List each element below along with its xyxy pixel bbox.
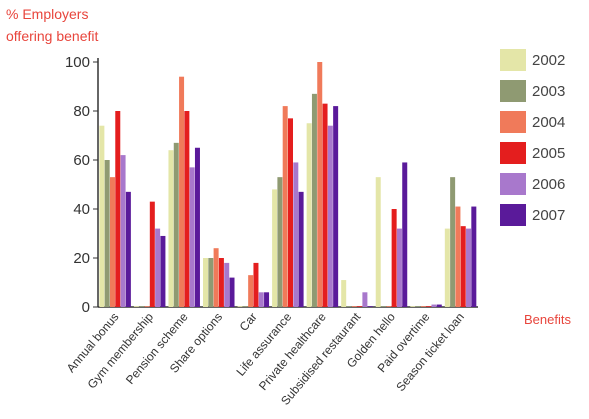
bar-2002 bbox=[410, 306, 416, 307]
bar-2004 bbox=[455, 206, 461, 307]
bar-2005 bbox=[357, 306, 363, 307]
bar-2006 bbox=[224, 262, 230, 307]
legend-item-2007: 2007 bbox=[500, 202, 565, 228]
bar-2002 bbox=[203, 258, 209, 307]
legend-swatch bbox=[500, 80, 526, 102]
y-tick-label: 40 bbox=[73, 201, 90, 218]
bar-2007 bbox=[471, 206, 477, 307]
bar-2003 bbox=[242, 306, 248, 307]
bar-2006 bbox=[258, 292, 264, 307]
bar-2004 bbox=[282, 106, 288, 307]
bar-2004 bbox=[317, 62, 323, 307]
x-axis-label: Benefits bbox=[524, 312, 571, 327]
legend-item-2006: 2006 bbox=[500, 171, 565, 197]
legend-label: 2007 bbox=[532, 206, 566, 224]
bar-2006 bbox=[396, 228, 402, 307]
bar-2003 bbox=[381, 306, 387, 307]
bar-2005 bbox=[218, 258, 224, 307]
legend-swatch bbox=[500, 49, 526, 71]
legend-swatch bbox=[500, 142, 526, 164]
bar-2002 bbox=[341, 280, 347, 307]
bar-2004 bbox=[179, 76, 185, 307]
bar-2004 bbox=[351, 306, 357, 307]
bar-2002 bbox=[375, 177, 381, 307]
y-tick-label: 100 bbox=[65, 54, 90, 71]
bar-2007 bbox=[194, 147, 200, 307]
bar-2006 bbox=[327, 125, 333, 307]
bar-2005 bbox=[149, 201, 155, 307]
legend-item-2003: 2003 bbox=[500, 78, 565, 104]
bar-2007 bbox=[298, 191, 304, 307]
legend-label: 2002 bbox=[532, 51, 566, 69]
bar-2005 bbox=[253, 262, 259, 307]
bar-2007 bbox=[333, 106, 339, 307]
legend-swatch bbox=[500, 111, 526, 133]
bar-2006 bbox=[293, 162, 299, 307]
bar-2006 bbox=[189, 167, 195, 307]
bar-2006 bbox=[431, 304, 437, 307]
legend-label: 2006 bbox=[532, 175, 566, 193]
legend-label: 2003 bbox=[532, 82, 566, 100]
bar-2003 bbox=[311, 93, 317, 307]
x-tick-label: Pension scheme bbox=[123, 310, 191, 387]
bar-2007 bbox=[264, 292, 270, 307]
bar-2007 bbox=[160, 235, 166, 307]
legend-item-2002: 2002 bbox=[500, 47, 565, 73]
y-tick-label: 0 bbox=[82, 299, 90, 316]
bar-2004 bbox=[109, 177, 115, 307]
legend-item-2005: 2005 bbox=[500, 140, 565, 166]
bar-2004 bbox=[248, 275, 254, 307]
bar-2006 bbox=[155, 228, 161, 307]
bar-2007 bbox=[367, 306, 373, 307]
bar-2003 bbox=[415, 306, 421, 307]
bar-2002 bbox=[99, 125, 105, 307]
bar-2005 bbox=[115, 111, 121, 307]
bar-2002 bbox=[133, 306, 139, 307]
bar-2003 bbox=[139, 306, 145, 307]
bar-2005 bbox=[460, 226, 466, 307]
bar-2005 bbox=[426, 306, 432, 307]
legend-swatch bbox=[500, 204, 526, 226]
legend-swatch bbox=[500, 173, 526, 195]
bar-2005 bbox=[184, 111, 190, 307]
bar-2003 bbox=[208, 258, 214, 307]
bar-2002 bbox=[272, 189, 278, 307]
bar-2002 bbox=[444, 228, 450, 307]
bar-2007 bbox=[436, 304, 442, 307]
bar-2002 bbox=[237, 306, 243, 307]
bar-2006 bbox=[466, 228, 472, 307]
bar-2003 bbox=[450, 177, 456, 307]
legend-label: 2005 bbox=[532, 144, 566, 162]
bar-2005 bbox=[322, 103, 328, 308]
y-axis-label-line-2: offering benefit bbox=[6, 28, 99, 44]
bar-2004 bbox=[213, 248, 219, 307]
legend-item-2004: 2004 bbox=[500, 109, 565, 135]
bar-2003 bbox=[104, 160, 110, 307]
bar-2004 bbox=[144, 306, 150, 307]
bar-2005 bbox=[391, 209, 397, 307]
bar-2003 bbox=[277, 177, 283, 307]
bar-2003 bbox=[346, 306, 352, 307]
bar-2004 bbox=[386, 306, 392, 307]
y-tick-label: 80 bbox=[73, 103, 90, 120]
bar-2005 bbox=[288, 118, 293, 307]
bar-2004 bbox=[420, 306, 426, 307]
bar-2007 bbox=[125, 191, 131, 307]
bar-2007 bbox=[229, 277, 235, 307]
bar-2002 bbox=[306, 123, 312, 307]
y-tick-label: 20 bbox=[73, 250, 90, 267]
bar-2003 bbox=[173, 142, 179, 307]
legend-label: 2004 bbox=[532, 113, 566, 131]
x-tick-label: Car bbox=[237, 310, 260, 334]
y-axis-label-line-1: % Employers bbox=[6, 6, 89, 22]
y-tick-label: 60 bbox=[73, 152, 90, 169]
bar-2007 bbox=[402, 162, 408, 307]
bar-2006 bbox=[120, 155, 126, 307]
bar-2002 bbox=[168, 150, 174, 307]
bar-2006 bbox=[362, 292, 368, 307]
